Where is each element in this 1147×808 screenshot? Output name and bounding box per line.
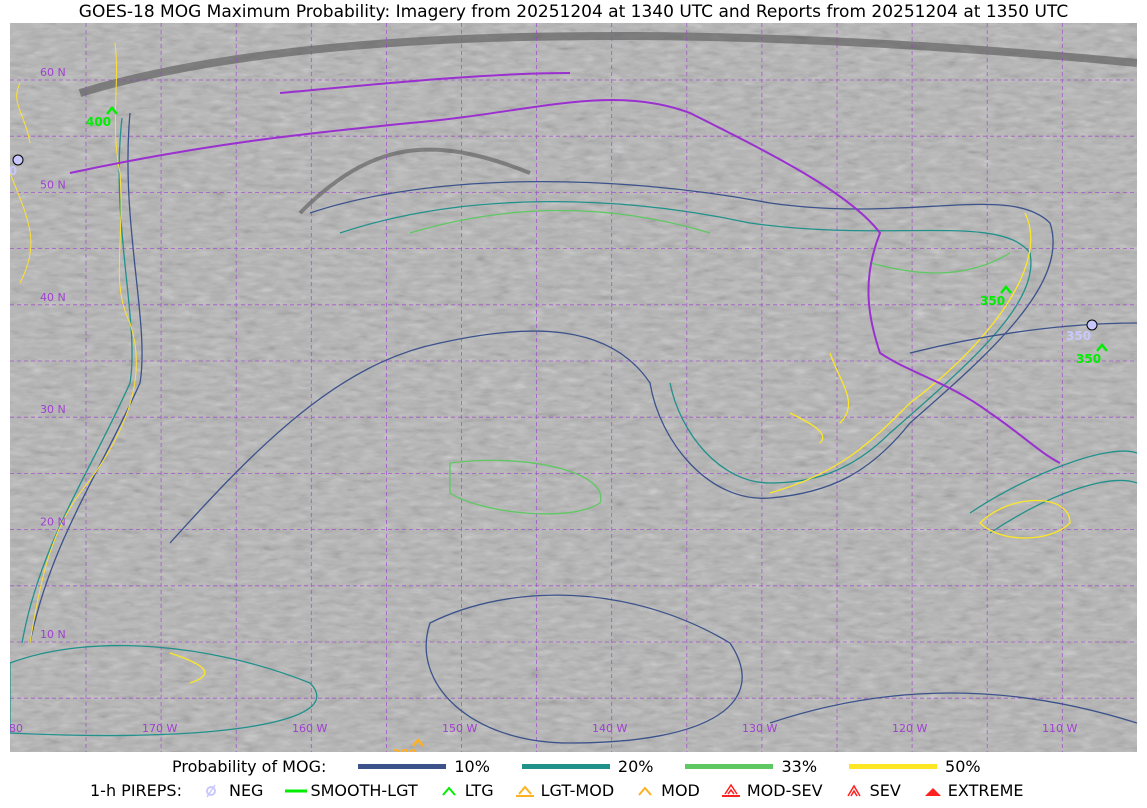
swatch-10%: [358, 764, 447, 769]
pirep-altitude: 350: [1066, 329, 1091, 343]
pirep-legend: 1-h PIREPS: NEG SMOOTH-LGT LTG LGT-MOD MOD MO…: [90, 781, 1147, 800]
latitude-labels: 60 N 50 N 40 N 30 N 20 N 10 N: [40, 66, 66, 641]
turbulence-pirep-icon: [412, 738, 424, 747]
pirep-legend-item: NEG: [204, 781, 263, 800]
dash-icon: [285, 789, 308, 792]
lon-label: 160 W: [292, 722, 327, 735]
lat-label: 30 N: [40, 403, 66, 416]
pirep-legend-item: LTG: [440, 781, 494, 800]
pirep-label: SMOOTH-LGT: [310, 781, 418, 800]
pirep-label: LTG: [464, 781, 494, 800]
prob-label: 10%: [454, 757, 490, 776]
pirep-label: SEV: [869, 781, 901, 800]
pirep-legend-item: EXTREME: [923, 781, 1024, 800]
lon-label: 150 W: [442, 722, 477, 735]
probability-legend: Probability of MOG: 10% 20% 33% 50%: [172, 757, 1147, 776]
pirep-altitude: 330: [10, 164, 17, 178]
lon-label: 180: [10, 722, 23, 735]
pirep-label: LGT-MOD: [540, 781, 615, 800]
pirep-label: EXTREME: [947, 781, 1024, 800]
pirep-legend-item: SEV: [845, 781, 901, 800]
prob-label: 20%: [617, 757, 654, 776]
pirep-label: MOD: [661, 781, 700, 800]
lon-label: 170 W: [142, 722, 177, 735]
pirep-label: MOD-SEV: [746, 781, 823, 800]
pirep-markers: 400 330 350 350 350 380: [10, 106, 1108, 752]
swatch-20%: [521, 764, 610, 769]
turbulence-pirep-icon: [106, 106, 118, 115]
pirep-legend-title: 1-h PIREPS:: [90, 781, 182, 800]
lat-label: 40 N: [40, 291, 66, 304]
lon-label: 110 W: [1042, 722, 1077, 735]
neg-pirep-icon: [12, 154, 24, 166]
pirep-altitude: 350: [1076, 352, 1101, 366]
caret-bar-icon: [515, 784, 534, 797]
pirep-label: NEG: [228, 781, 264, 800]
lat-label: 50 N: [40, 178, 66, 191]
pirep-legend-item: LGT-MOD: [515, 781, 615, 800]
pirep-altitude: 400: [86, 115, 111, 129]
prob-label: 50%: [945, 757, 981, 776]
lon-label: 120 W: [892, 722, 927, 735]
satellite-map: 60 N 50 N 40 N 30 N 20 N 10 N 180 170 W 160 W 15…: [10, 23, 1137, 752]
lat-label: 10 N: [40, 628, 66, 641]
chart-title: GOES-18 MOG Maximum Probability: Imagery…: [78, 2, 1069, 22]
lat-lon-grid: [10, 23, 1137, 752]
longitude-labels: 180 170 W 160 W 150 W 140 W 130 W 120 W 110 W: [10, 722, 1077, 735]
pirep-legend-item: SMOOTH-LGT: [285, 781, 418, 800]
turbulence-pirep-icon: [1096, 343, 1108, 352]
neg-pirep-icon: [1086, 319, 1098, 331]
probability-legend-title: Probability of MOG:: [172, 757, 327, 776]
caret-icon: [638, 785, 652, 796]
lat-label: 20 N: [40, 516, 66, 529]
lat-label: 60 N: [40, 66, 66, 79]
null-circle-icon: [205, 784, 216, 797]
double-caret-bar-icon: [721, 783, 740, 797]
caret-icon: [441, 785, 456, 796]
swatch-50%: [849, 764, 938, 769]
imagery-texture: [10, 23, 1137, 752]
lon-label: 140 W: [592, 722, 627, 735]
swatch-33%: [685, 764, 774, 769]
pirep-legend-item: MOD-SEV: [721, 781, 823, 800]
pirep-legend-item: MOD: [636, 781, 700, 800]
double-caret-icon: [846, 784, 861, 796]
pirep-altitude: 380: [392, 747, 417, 752]
lon-label: 130 W: [742, 722, 777, 735]
coastlines-borders: [10, 42, 1061, 644]
turbulence-pirep-icon: [1000, 285, 1012, 294]
filled-triangle-icon: [924, 787, 941, 796]
pirep-altitude: 350: [980, 294, 1005, 308]
prob-label: 33%: [781, 757, 818, 776]
